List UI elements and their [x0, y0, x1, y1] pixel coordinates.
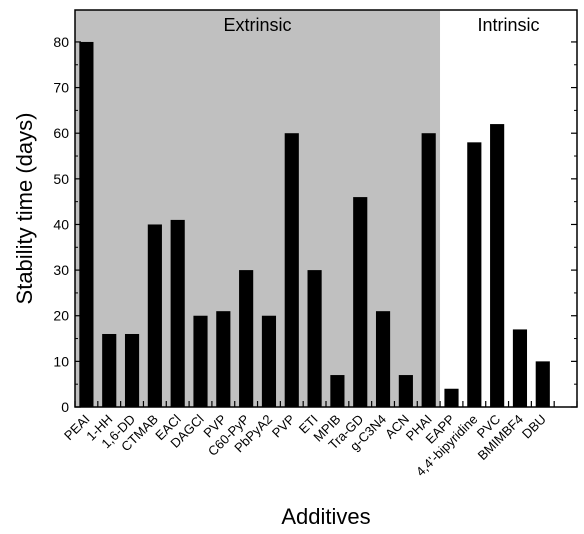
bar-19 — [512, 329, 528, 407]
bar-20 — [535, 361, 550, 407]
y-tick-label: 10 — [53, 353, 69, 369]
bar-4 — [170, 219, 185, 407]
bar-7 — [239, 270, 254, 407]
y-axis-title: Stability time (days) — [12, 113, 37, 305]
y-tick-label: 60 — [53, 125, 69, 141]
bar-13 — [375, 311, 391, 407]
bar-12 — [353, 197, 368, 407]
bar-5 — [193, 315, 208, 407]
y-tick-label: 70 — [53, 80, 69, 96]
x-axis-title: Additives — [281, 504, 370, 529]
bar-1 — [102, 333, 117, 407]
bar-18 — [490, 124, 505, 408]
y-tick-label: 0 — [61, 399, 69, 415]
y-tick-label: 20 — [53, 308, 69, 324]
region-intrinsic — [440, 10, 577, 407]
bar-11 — [330, 375, 345, 407]
y-tick-label: 50 — [53, 171, 69, 187]
bar-9 — [284, 133, 299, 407]
x-ticks: PEAI1-HH1,6-DDCTMABEAClDAGClPVPC60-PyPPb… — [61, 401, 578, 479]
bar-6 — [216, 311, 231, 407]
bar-8 — [261, 315, 277, 407]
x-tick-label: PVP — [269, 412, 298, 441]
y-ticks: 0 10 20 30 40 50 60 70 80 — [53, 34, 577, 415]
x-tick-label: DBU — [519, 412, 549, 442]
y-tick-label: 30 — [53, 262, 69, 278]
bar-2 — [124, 333, 140, 407]
bar-15 — [421, 133, 436, 407]
bar-17 — [467, 142, 482, 408]
bar-0 — [79, 41, 94, 407]
bar-16 — [444, 388, 459, 407]
y-tick-label: 40 — [53, 216, 69, 232]
bar-10 — [307, 270, 322, 407]
bars — [79, 41, 550, 408]
y-tick-label: 80 — [53, 34, 69, 50]
bar-14 — [398, 375, 413, 407]
region-label-extrinsic: Extrinsic — [224, 15, 292, 35]
bar-3 — [147, 224, 162, 407]
region-labels: Extrinsic Intrinsic — [224, 15, 540, 35]
region-label-intrinsic: Intrinsic — [478, 15, 540, 35]
